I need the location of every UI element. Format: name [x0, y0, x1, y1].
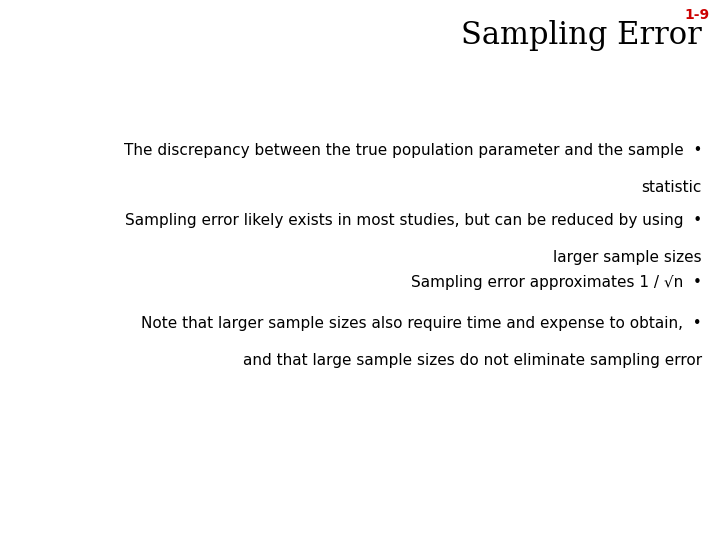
Text: 1-9: 1-9 — [685, 8, 710, 22]
Text: Note that larger sample sizes also require time and expense to obtain,  •: Note that larger sample sizes also requi… — [141, 316, 702, 331]
Text: larger sample sizes: larger sample sizes — [554, 250, 702, 265]
Text: statistic: statistic — [642, 180, 702, 195]
Text: Sampling error likely exists in most studies, but can be reduced by using  •: Sampling error likely exists in most stu… — [125, 213, 702, 228]
Text: and that large sample sizes do not eliminate sampling error: and that large sample sizes do not elimi… — [243, 353, 702, 368]
Text: The discrepancy between the true population parameter and the sample  •: The discrepancy between the true populat… — [124, 143, 702, 158]
Text: Sampling error approximates 1 / √n  •: Sampling error approximates 1 / √n • — [411, 275, 702, 291]
Text: Sampling Error: Sampling Error — [462, 20, 702, 51]
